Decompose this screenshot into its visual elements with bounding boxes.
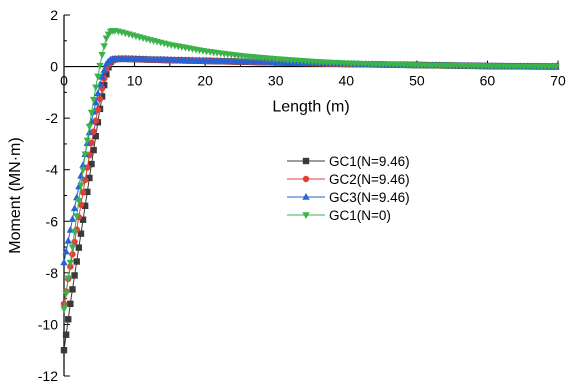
data-point: [79, 167, 87, 174]
y-tick-label: 0: [50, 59, 58, 75]
x-tick-label: 10: [127, 73, 143, 89]
data-point: [85, 128, 94, 136]
data-point: [71, 238, 78, 246]
data-point: [73, 258, 80, 265]
data-point: [69, 251, 76, 258]
data-point: [92, 132, 99, 140]
x-axis-title: Length (m): [272, 99, 349, 116]
data-point: [100, 66, 108, 73]
x-tick-label: 60: [480, 73, 496, 89]
data-point: [64, 275, 72, 283]
data-point: [64, 236, 72, 244]
data-point: [77, 230, 85, 237]
data-point: [60, 347, 68, 354]
x-tick-label: 0: [60, 73, 68, 89]
data-point: [98, 93, 106, 100]
series-gc1-n-0-: [60, 28, 560, 313]
legend: GC1(N=9.46) GC2(N=9.46) GC3(N=9.46) GC1(N=0…: [287, 154, 410, 223]
legend-marker: [302, 175, 310, 183]
data-point: [62, 331, 70, 338]
data-point: [98, 72, 106, 80]
data-point: [71, 272, 78, 279]
data-point: [79, 216, 87, 223]
data-point: [84, 188, 91, 196]
legend-label: GC1(N=9.46): [329, 154, 410, 169]
data-point: [92, 84, 100, 92]
data-point: [90, 146, 97, 154]
data-point: [83, 137, 91, 145]
data-point: [92, 98, 100, 106]
data-point: [79, 189, 87, 196]
x-tick-label: 30: [268, 73, 284, 89]
data-point: [70, 204, 79, 212]
x-tick-label: 40: [338, 73, 354, 89]
legend-marker: [302, 157, 310, 165]
data-point: [87, 109, 96, 117]
data-point: [67, 263, 74, 270]
legend-marker: [302, 212, 310, 219]
data-point: [94, 89, 102, 97]
legend-label: GC3(N=9.46): [329, 190, 410, 205]
data-point: [60, 258, 68, 266]
y-tick-label: -6: [46, 213, 59, 229]
data-point: [101, 81, 108, 89]
data-point: [75, 244, 83, 251]
data-point: [77, 171, 85, 179]
data-point: [96, 62, 104, 70]
x-tick-label: 50: [409, 73, 425, 89]
data-point: [103, 71, 110, 78]
data-point: [70, 228, 79, 236]
legend-marker: [302, 193, 310, 200]
data-point: [96, 95, 104, 103]
data-point: [94, 73, 102, 81]
data-point: [66, 259, 75, 267]
y-tick-label: 2: [50, 7, 58, 23]
data-point: [552, 63, 560, 71]
data-point: [73, 213, 81, 221]
y-tick-label: -2: [46, 110, 59, 126]
data-point: [62, 247, 70, 255]
legend-label: GC2(N=9.46): [329, 172, 410, 187]
y-axis-title: Moment (MN·m): [7, 137, 24, 253]
data-point: [69, 286, 76, 293]
data-point: [92, 117, 99, 124]
data-point: [68, 244, 77, 252]
series-layer: [60, 28, 560, 354]
data-point: [100, 43, 108, 50]
data-point: [65, 316, 72, 323]
data-point: [88, 160, 95, 168]
data-point: [81, 202, 89, 210]
x-tick-label: 70: [550, 73, 566, 89]
data-point: [75, 197, 83, 205]
data-point: [67, 300, 74, 307]
y-tick-label: -4: [46, 162, 59, 178]
data-point: [85, 123, 94, 131]
y-tick-label: -12: [38, 368, 58, 384]
data-point: [98, 52, 106, 59]
data-point: [94, 106, 102, 114]
data-point: [62, 290, 70, 298]
series-gc2-n-9-46-: [60, 55, 560, 307]
series-line: [63, 58, 559, 304]
y-tick-label: -10: [38, 316, 58, 332]
legend-label: GC1(N=0): [329, 208, 391, 223]
data-point: [86, 174, 93, 182]
data-point: [81, 151, 89, 159]
data-point: [68, 215, 77, 222]
data-point: [89, 96, 98, 104]
data-point: [79, 161, 87, 168]
data-point: [60, 306, 68, 313]
data-point: [60, 300, 68, 307]
y-tick-label: -8: [46, 265, 59, 281]
x-tick-label: 20: [197, 73, 213, 89]
data-point: [90, 128, 97, 135]
data-point: [77, 182, 85, 190]
